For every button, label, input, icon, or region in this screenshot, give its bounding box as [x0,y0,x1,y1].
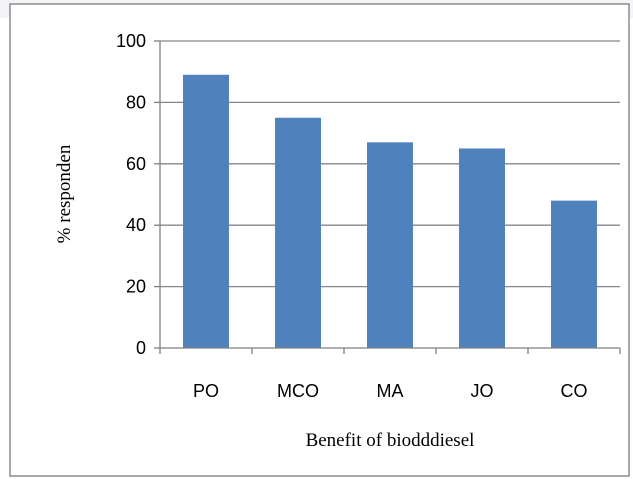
bar-ma [367,142,413,348]
y-axis-title: % responden [54,144,75,243]
x-tick-labels: PO MCO MA JO CO [193,381,588,401]
y-tick-label: 60 [126,154,146,174]
bar-po [183,74,229,349]
x-tick-label: CO [561,381,588,401]
y-tick-label: 40 [126,215,146,235]
bar-mco [275,117,321,348]
x-tick-label: MA [377,381,404,401]
x-tick-label: JO [470,381,493,401]
y-tick-label: 20 [126,277,146,297]
bar-jo [459,148,505,348]
y-tick-labels: 0 20 40 60 80 100 [116,31,146,358]
y-tick-label: 100 [116,31,146,51]
x-tick-label: MCO [277,381,319,401]
bars [183,74,597,349]
axes [154,40,621,354]
y-tick-label: 0 [136,338,146,358]
y-tick-label: 80 [126,92,146,112]
x-axis-title: Benefit of biodddiesel [306,430,475,451]
x-tick-label: PO [193,381,219,401]
bar-co [551,200,597,348]
